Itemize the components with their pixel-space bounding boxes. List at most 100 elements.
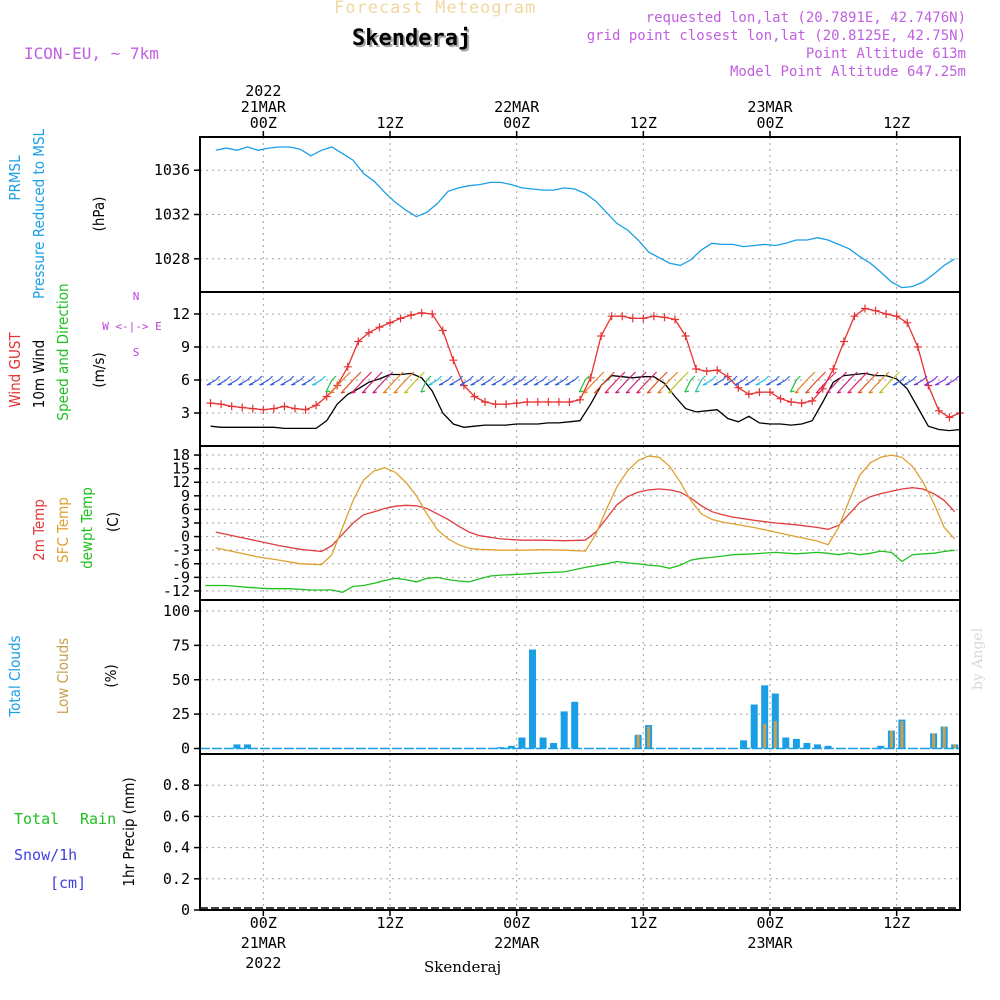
- wind-arrow-head: [512, 383, 518, 386]
- gust-point: [702, 367, 711, 376]
- wind-barb-flag: [342, 371, 351, 381]
- ytick-label: 12: [172, 473, 190, 491]
- wind-arrow-head: [259, 383, 264, 386]
- gust-point: [808, 396, 817, 405]
- wind-barb-flag: [743, 375, 749, 381]
- gust-label: Wind GUST: [6, 332, 24, 408]
- gust-point: [839, 337, 848, 346]
- series-line-wind-gust: [210, 307, 961, 419]
- wind-barb-flag: [637, 371, 647, 381]
- gust-point: [280, 402, 289, 411]
- wind-barb-flag: [732, 375, 738, 381]
- top-time-label: 12Z: [630, 114, 657, 132]
- wind-barb-flag: [225, 375, 231, 381]
- wind-arrow: [636, 379, 650, 394]
- ytick-label: 6: [181, 371, 190, 389]
- wind-barb-flag: [489, 375, 495, 381]
- wind-barb-flag: [247, 375, 252, 381]
- gust-point: [797, 399, 806, 408]
- wind-label: 10m Wind: [30, 340, 48, 409]
- wind-arrow-head: [248, 383, 254, 386]
- wind-barb-flag: [901, 375, 907, 381]
- bottom-time-label: 12Z: [630, 914, 657, 932]
- station-title: Skenderaj: [352, 26, 472, 51]
- temp2m-label: 2m Temp: [30, 499, 48, 561]
- ytick-label: 50: [172, 671, 190, 689]
- gust-point: [512, 399, 521, 408]
- ytick-label: 1028: [154, 250, 190, 268]
- wind-barb-flag: [774, 375, 780, 381]
- wind-barb-flag: [616, 371, 626, 381]
- gust-point: [533, 398, 542, 406]
- gust-point: [481, 398, 489, 406]
- ytick-label: 3: [181, 514, 190, 532]
- point-altitude: Point Altitude 613m: [805, 46, 966, 62]
- gust-point: [628, 314, 637, 323]
- wind-arrow-head: [325, 390, 331, 393]
- wind-arrow-head: [372, 391, 377, 394]
- wind-arrow-head: [502, 383, 507, 386]
- gust-point: [607, 312, 616, 321]
- series-line-2m-temp: [215, 487, 956, 553]
- cloud-bar-total-clouds: [233, 744, 241, 749]
- wind-arrow-head: [565, 383, 570, 386]
- wind-arrow: [805, 379, 818, 394]
- ytick-label: 0: [181, 901, 190, 919]
- gust-point: [491, 400, 500, 409]
- model-label: ICON-EU, ~ 7km: [24, 44, 159, 63]
- cloud-bar-low-clouds: [953, 744, 957, 749]
- product-title: Forecast Meteogram: [334, 0, 537, 18]
- wind-barb-flag: [722, 375, 727, 381]
- wind-arrow: [403, 379, 417, 394]
- wind-arrow-head: [695, 390, 700, 393]
- wind-barb-flag: [880, 371, 890, 381]
- wind-arrow: [351, 379, 365, 394]
- gust-point: [766, 388, 774, 397]
- wind-arrow: [372, 379, 386, 394]
- ytick-label: 9: [181, 338, 190, 356]
- gust-point: [713, 366, 722, 375]
- cloud-bar-low-clouds: [900, 721, 904, 749]
- wind-arrow-head: [555, 383, 560, 386]
- wind-barb-flag: [605, 371, 615, 381]
- wind-arrow: [794, 379, 808, 394]
- gust-point: [301, 405, 310, 414]
- gust-point: [861, 304, 869, 313]
- wind-barb-flag: [447, 375, 453, 381]
- wind-barb-flag: [394, 371, 404, 381]
- wind-arrow-head: [460, 383, 465, 386]
- cloud-bar-low-clouds: [647, 726, 651, 749]
- wind-barb-flag: [838, 371, 848, 381]
- wind-arrow: [657, 379, 671, 394]
- low-clouds-label: Low Clouds: [54, 638, 72, 714]
- compass-south: S: [133, 346, 140, 359]
- wind-arrow-head: [868, 391, 873, 394]
- wind-arrow: [868, 379, 882, 394]
- gust-point: [934, 406, 943, 415]
- ytick-label: 3: [181, 404, 190, 422]
- wind-barb-flag: [890, 371, 900, 381]
- wind-barb-flag: [795, 375, 801, 381]
- cloud-bar-total-clouds: [560, 711, 568, 749]
- gust-point: [227, 402, 236, 411]
- bottom-time-label: 12Z: [376, 914, 403, 932]
- wind-arrow-head: [393, 391, 398, 394]
- cloud-bar-total-clouds: [750, 704, 758, 749]
- wind-arrow-head: [312, 383, 317, 386]
- bottom-time-label: 12Z: [883, 914, 910, 932]
- top-time-label: 12Z: [376, 114, 403, 132]
- ytick-label: 18: [172, 446, 190, 464]
- ytick-label: -9: [172, 568, 190, 586]
- wind-arrow: [361, 379, 375, 394]
- wind-arrow-head: [206, 383, 211, 386]
- wind-arrow: [836, 379, 850, 394]
- ytick-label: 1036: [154, 161, 190, 179]
- cloud-bar-total-clouds: [782, 737, 790, 749]
- gust-point: [776, 394, 785, 403]
- gust-point: [417, 308, 426, 317]
- wind-arrow-head: [362, 391, 367, 394]
- ytick-label: -3: [172, 541, 190, 559]
- ytick-label: 0.8: [163, 776, 190, 794]
- gust-point: [892, 312, 901, 321]
- compass-north: N: [133, 290, 140, 303]
